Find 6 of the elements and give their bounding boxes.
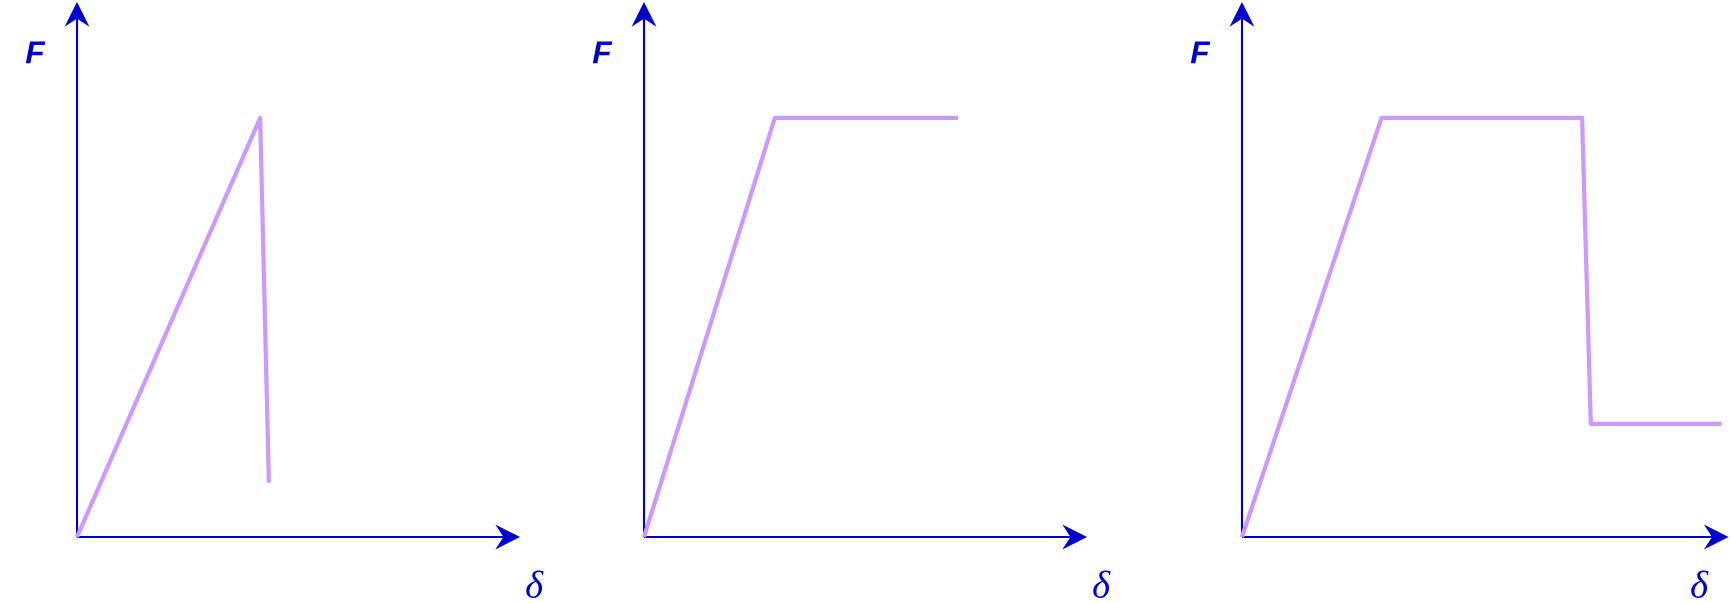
x-axis-title: δ [526,570,544,598]
x-axis-title: δ [1093,570,1111,598]
y-axis-title: F [592,41,613,64]
x-axis-title: δ [1691,570,1709,598]
y-axis-title: F [25,41,46,64]
y-axis-title: F [1190,41,1211,64]
